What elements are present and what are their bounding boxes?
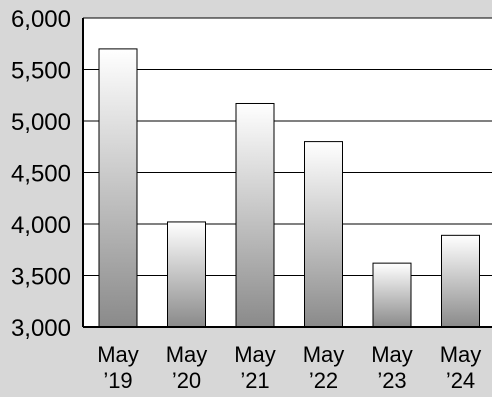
- x-tick-label: May: [440, 342, 482, 367]
- x-tick-label-year: ’20: [172, 368, 201, 392]
- x-tick-label-year: ’24: [446, 368, 475, 392]
- x-tick-label-year: ’21: [240, 368, 269, 392]
- x-tick-label: May: [303, 342, 345, 367]
- bar: [441, 234, 480, 328]
- x-tick-label: May: [371, 342, 413, 367]
- x-tick-label: May: [97, 342, 139, 367]
- bar: [372, 262, 412, 328]
- y-tick-label: 3,500: [11, 264, 71, 291]
- bar: [167, 221, 206, 328]
- y-tick-labels: 3,000 3,500 4,000 4,500 5,000 5,500 6,000: [11, 6, 71, 342]
- x-tick-label-year: ’23: [377, 368, 406, 392]
- bar: [304, 141, 343, 328]
- x-tick-label-year: ’19: [103, 368, 132, 392]
- y-tick-label: 3,000: [11, 315, 71, 342]
- axes: [82, 18, 492, 328]
- bar: [235, 102, 275, 328]
- x-tick-label: May: [166, 342, 208, 367]
- y-tick-label: 5,500: [11, 58, 71, 85]
- y-tick-label: 4,500: [11, 161, 71, 188]
- bar: [98, 48, 138, 328]
- x-tick-label: May: [234, 342, 276, 367]
- y-tick-label: 6,000: [11, 6, 71, 33]
- x-tick-label-year: ’22: [309, 368, 338, 392]
- y-tick-label: 4,000: [11, 212, 71, 239]
- y-tick-label: 5,000: [11, 109, 71, 136]
